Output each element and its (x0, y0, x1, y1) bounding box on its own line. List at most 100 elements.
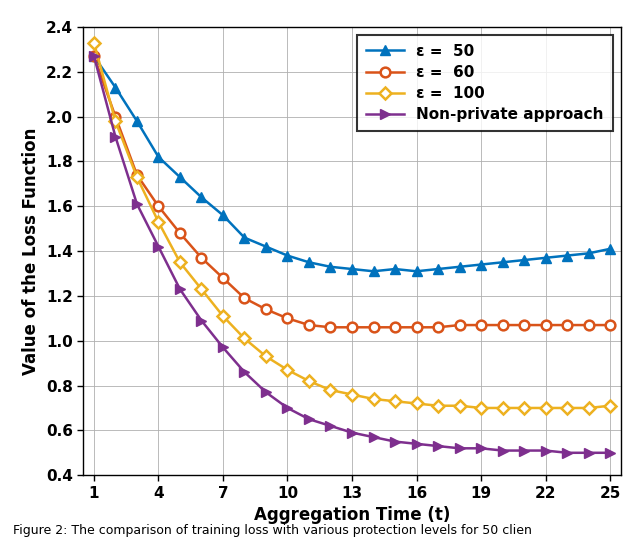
ε =  100 (262, 353, 270, 360)
ε =  60 (563, 322, 571, 328)
ε =  100 (520, 405, 528, 411)
Line: Non-private approach: Non-private approach (89, 51, 615, 458)
Non-private approach (111, 133, 119, 140)
Non-private approach (520, 447, 528, 454)
Non-private approach (370, 434, 378, 440)
ε =  50 (176, 174, 184, 180)
ε =  50 (219, 212, 227, 219)
Non-private approach (284, 405, 291, 411)
ε =  60 (198, 254, 205, 261)
ε =  50 (606, 246, 614, 252)
ε =  100 (434, 402, 442, 409)
Non-private approach (90, 53, 98, 59)
ε =  50 (477, 261, 485, 268)
ε =  100 (348, 392, 356, 398)
ε =  60 (90, 53, 98, 59)
Non-private approach (176, 286, 184, 293)
ε =  100 (413, 400, 420, 407)
ε =  100 (477, 405, 485, 411)
Text: Figure 2: The comparison of training loss with various protection levels for 50 : Figure 2: The comparison of training los… (13, 524, 532, 537)
Non-private approach (305, 416, 313, 422)
ε =  50 (520, 257, 528, 264)
Non-private approach (155, 244, 163, 250)
Non-private approach (391, 438, 399, 445)
Non-private approach (456, 445, 463, 451)
ε =  50 (585, 250, 593, 256)
ε =  60 (606, 322, 614, 328)
ε =  50 (198, 194, 205, 200)
ε =  100 (456, 402, 463, 409)
Non-private approach (585, 449, 593, 456)
Non-private approach (606, 449, 614, 456)
ε =  100 (370, 396, 378, 402)
ε =  50 (348, 266, 356, 272)
X-axis label: Aggregation Time (t): Aggregation Time (t) (254, 506, 450, 524)
Non-private approach (326, 423, 334, 429)
ε =  50 (434, 266, 442, 272)
Non-private approach (563, 449, 571, 456)
ε =  100 (606, 402, 614, 409)
ε =  60 (585, 322, 593, 328)
ε =  100 (176, 259, 184, 266)
ε =  100 (198, 286, 205, 293)
ε =  60 (176, 230, 184, 237)
ε =  60 (326, 324, 334, 330)
Non-private approach (348, 429, 356, 436)
ε =  60 (456, 322, 463, 328)
ε =  60 (284, 315, 291, 321)
ε =  60 (155, 203, 163, 210)
ε =  50 (326, 264, 334, 270)
ε =  60 (111, 113, 119, 120)
ε =  100 (326, 387, 334, 393)
ε =  100 (284, 367, 291, 373)
ε =  50 (133, 118, 141, 124)
ε =  60 (391, 324, 399, 330)
ε =  50 (155, 154, 163, 160)
ε =  50 (499, 259, 506, 266)
ε =  60 (413, 324, 420, 330)
ε =  100 (90, 39, 98, 46)
Non-private approach (219, 344, 227, 350)
ε =  50 (241, 234, 248, 241)
Y-axis label: Value of the Loss Function: Value of the Loss Function (22, 127, 40, 375)
ε =  50 (262, 244, 270, 250)
ε =  100 (391, 398, 399, 404)
Non-private approach (434, 443, 442, 449)
ε =  50 (370, 268, 378, 274)
ε =  100 (585, 405, 593, 411)
ε =  50 (90, 53, 98, 59)
ε =  60 (541, 322, 549, 328)
Non-private approach (413, 441, 420, 447)
ε =  100 (499, 405, 506, 411)
ε =  50 (284, 252, 291, 259)
ε =  100 (111, 118, 119, 124)
ε =  100 (541, 405, 549, 411)
Non-private approach (241, 369, 248, 375)
ε =  100 (155, 219, 163, 225)
Non-private approach (133, 201, 141, 207)
ε =  50 (413, 268, 420, 274)
Non-private approach (262, 389, 270, 395)
Non-private approach (477, 445, 485, 451)
ε =  100 (241, 335, 248, 342)
ε =  50 (391, 266, 399, 272)
ε =  100 (563, 405, 571, 411)
ε =  100 (219, 313, 227, 319)
Legend: ε =  50, ε =  60, ε =  100, Non-private approach: ε = 50, ε = 60, ε = 100, Non-private app… (357, 35, 613, 131)
Non-private approach (499, 447, 506, 454)
ε =  100 (305, 378, 313, 384)
ε =  60 (370, 324, 378, 330)
ε =  50 (305, 259, 313, 266)
ε =  100 (133, 174, 141, 180)
ε =  60 (477, 322, 485, 328)
ε =  60 (133, 172, 141, 178)
Line: ε =  50: ε = 50 (89, 51, 615, 276)
ε =  60 (520, 322, 528, 328)
Non-private approach (198, 318, 205, 324)
Line: ε =  100: ε = 100 (90, 38, 614, 412)
ε =  60 (434, 324, 442, 330)
ε =  50 (563, 252, 571, 259)
ε =  60 (305, 322, 313, 328)
ε =  50 (111, 84, 119, 91)
Non-private approach (541, 447, 549, 454)
